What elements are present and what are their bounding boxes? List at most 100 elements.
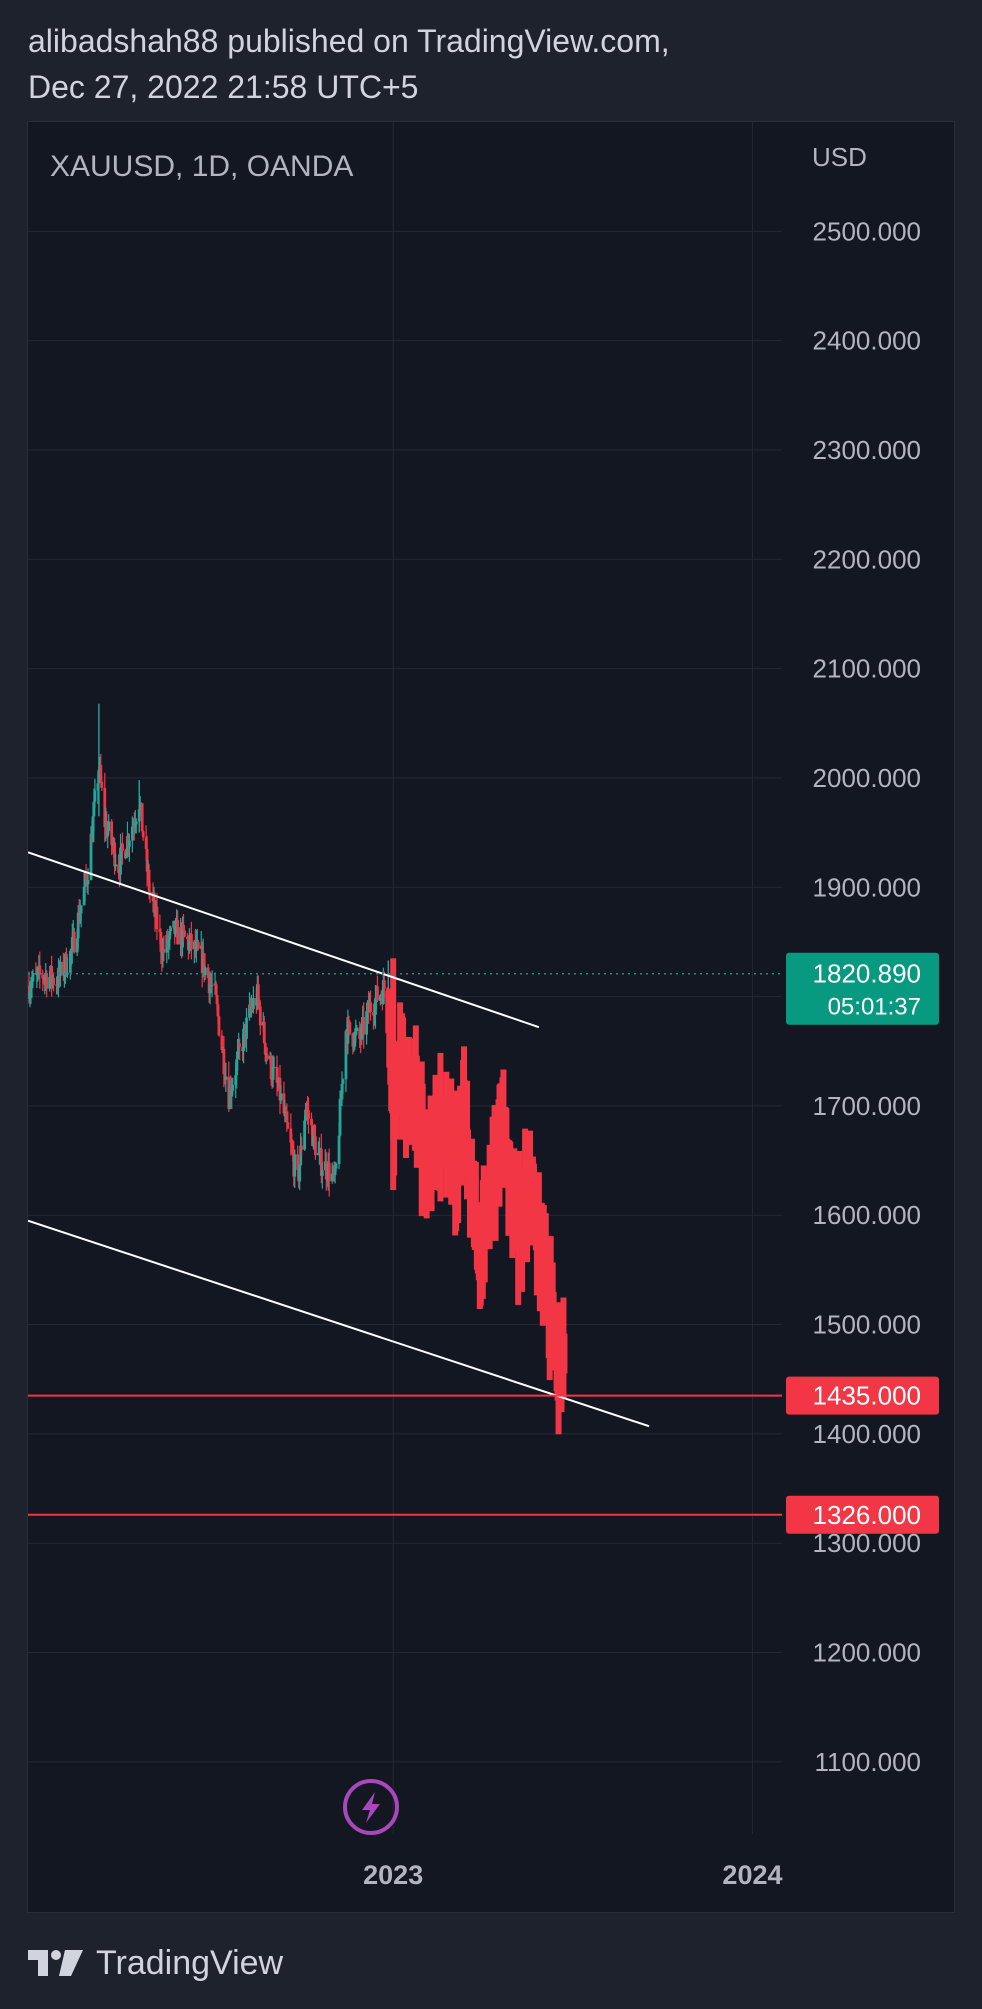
candle-body (378, 995, 382, 1001)
projection-bar (492, 1138, 499, 1241)
candle-body (144, 837, 148, 849)
candle-body (127, 840, 131, 847)
candle-body (121, 843, 124, 851)
candle-body (248, 1004, 251, 1018)
level-price-tag (786, 1376, 939, 1415)
candle-body (130, 826, 134, 841)
candle-body (283, 1110, 287, 1114)
candle-body (222, 1048, 226, 1075)
candle-body (96, 783, 100, 791)
candle-body (298, 1165, 302, 1182)
candle-body (293, 1154, 297, 1177)
candle-body (59, 961, 62, 976)
drawing-lines[interactable] (28, 851, 782, 1516)
candle-body (28, 985, 31, 1000)
candle-body (62, 961, 65, 976)
candle-body (86, 879, 90, 885)
candle-body (215, 995, 219, 1005)
candle-body (30, 981, 34, 989)
candle-body (257, 999, 261, 1007)
y-tick-label: 2100.000 (813, 654, 921, 684)
candle-body (338, 1098, 342, 1136)
candle-body (103, 787, 107, 828)
candle-body (138, 804, 142, 810)
tradingview-logo-icon (28, 1950, 83, 1976)
candle-body (296, 1154, 300, 1170)
grid-lines (28, 122, 782, 1834)
candle-body (231, 1084, 235, 1091)
candle-body (340, 1083, 344, 1100)
candle-body (307, 1110, 310, 1119)
candle-body (344, 1031, 348, 1080)
candle-body (50, 966, 54, 983)
candle-body (151, 892, 155, 902)
trendline[interactable] (28, 1219, 650, 1428)
candle-body (314, 1136, 317, 1156)
candle-body (282, 1093, 286, 1114)
candle-body (382, 980, 386, 990)
candle-body (310, 1118, 313, 1126)
chart-panel[interactable]: 2500.000 2400.000 2300.000 2200.000 2100.000… (27, 121, 955, 1913)
candle-body (263, 1043, 267, 1055)
last-price-tag (786, 952, 939, 1025)
candle-body (327, 1162, 331, 1182)
candle-body (48, 977, 52, 989)
candle-body (303, 1120, 306, 1150)
candle-body (230, 1090, 234, 1097)
candle-body (330, 1173, 334, 1182)
candle-body (133, 824, 137, 826)
candle-body (100, 781, 104, 788)
candle-body (341, 1079, 345, 1084)
price-chart[interactable]: 2500.000 2400.000 2300.000 2200.000 2100.000… (28, 122, 955, 1913)
lightning-bolt-icon[interactable] (343, 1779, 399, 1835)
candle-body (376, 986, 379, 1001)
candle-body (82, 886, 86, 906)
footer-brand: TradingView (96, 1943, 284, 1982)
projection-bar (461, 1078, 468, 1161)
candle-body (316, 1153, 320, 1156)
publish-timestamp: Dec 27, 2022 21:58 UTC+5 (28, 69, 419, 105)
candle-body (320, 1170, 324, 1176)
candle-body (110, 821, 114, 846)
candle-body (72, 931, 76, 953)
candle-body (167, 939, 171, 946)
candle-body (365, 1011, 369, 1035)
candle-body (38, 965, 42, 975)
candle-body (28, 992, 32, 1000)
projection-bar (386, 988, 393, 1068)
candle-body (140, 803, 144, 832)
projection-bar (550, 1291, 557, 1354)
symbol-label[interactable]: XAUUSD, 1D, OANDA (50, 150, 353, 183)
candle-body (216, 1004, 220, 1017)
candle-body (119, 847, 122, 875)
candle-body (176, 919, 180, 945)
candle-body (210, 985, 214, 987)
axes: 2500.000 2400.000 2300.000 2200.000 2100.000… (363, 216, 939, 1890)
bar-countdown-label: 05:01:37 (828, 994, 921, 1021)
candle-body (252, 998, 255, 1009)
candle-body (202, 953, 206, 976)
candle-body (362, 1017, 366, 1035)
candle-body (125, 853, 128, 859)
currency-label: USD (812, 142, 867, 172)
y-tick-label: 2400.000 (813, 326, 921, 356)
y-tick-label: 2200.000 (813, 544, 921, 574)
y-tick-label: 1100.000 (814, 1747, 921, 1777)
trendline[interactable] (28, 851, 540, 1029)
y-tick-label: 2000.000 (813, 763, 921, 793)
candle-body (158, 929, 162, 933)
candle-body (76, 912, 80, 939)
last-price-label: 1820.890 (813, 959, 921, 989)
candle-body (235, 1059, 239, 1076)
candle-body (234, 1075, 238, 1085)
candle-body (290, 1142, 294, 1149)
y-tick-label: 1400.000 (813, 1419, 921, 1449)
candle-body (348, 1022, 352, 1034)
candle-body (238, 1043, 242, 1047)
x-tick-label: 2023 (363, 1860, 423, 1890)
candle-body (189, 933, 193, 950)
level-price-tag (786, 1495, 939, 1534)
candle-body (269, 1055, 273, 1080)
candle-body (319, 1148, 323, 1176)
candle-body (228, 1087, 232, 1109)
